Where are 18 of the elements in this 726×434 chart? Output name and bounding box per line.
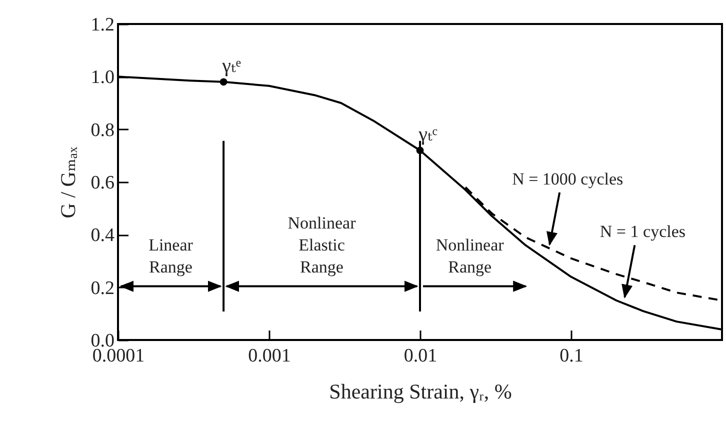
x-axis-title: Shearing Strain, γᵣ, % bbox=[329, 380, 512, 404]
y-tick-label: 0.4 bbox=[90, 225, 115, 246]
y-tick-label: 0.6 bbox=[90, 172, 114, 194]
x-tick-label: 0.01 bbox=[404, 346, 438, 366]
y-tick-label: 1.2 bbox=[90, 14, 114, 36]
annotation: N = 1 cycles bbox=[600, 222, 686, 242]
annotation: γₜᵉ bbox=[221, 54, 241, 77]
annotation: Nonlinear Elastic Range bbox=[288, 213, 356, 276]
annotation: N = 1000 cycles bbox=[512, 169, 624, 188]
y-tick-label: 0.8 bbox=[90, 120, 114, 141]
x-tick-label: 0.001 bbox=[248, 346, 291, 366]
y-tick-label: 0.2 bbox=[90, 278, 114, 299]
y-axis-title: G / Gₘₐₓ bbox=[56, 146, 80, 218]
x-tick-label: 0.1 bbox=[560, 346, 584, 366]
annotation: Nonlinear Range bbox=[436, 235, 504, 276]
y-tick-label: 1.0 bbox=[90, 67, 114, 88]
annotation: γₜᶜ bbox=[418, 123, 438, 146]
annotation: Linear Range bbox=[148, 235, 194, 276]
